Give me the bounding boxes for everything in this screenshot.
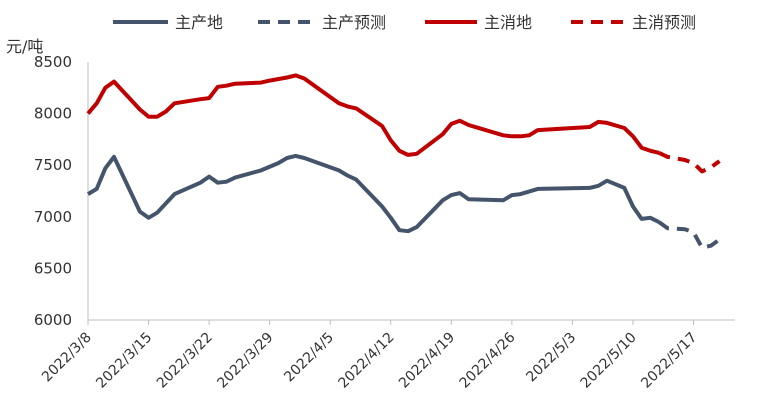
series-lines [86, 73, 721, 250]
legend-label-series-3: 主消预测 [632, 13, 696, 32]
axes [87, 62, 735, 321]
x-tick-label: 2022/4/12 [335, 330, 397, 392]
series-line-1 [657, 220, 721, 250]
y-tick-label: 7000 [34, 208, 72, 226]
y-tick-label: 8500 [34, 53, 72, 71]
legend-item-series-0: 主产地 [113, 13, 223, 32]
y-tick-label: 7500 [34, 156, 72, 174]
x-tick-label: 2022/3/15 [93, 330, 155, 392]
series-line-0 [86, 153, 660, 234]
chart-legend: 主产地 主产预测 主消地 主消预测 [113, 13, 696, 32]
x-tick-label: 2022/4/26 [457, 329, 519, 391]
y-tick-label: 6500 [34, 259, 72, 277]
x-tick-label: 2022/5/3 [523, 330, 579, 386]
legend-label-series-0: 主产地 [175, 13, 223, 32]
x-tick-label: 2022/3/22 [154, 330, 216, 392]
legend-item-series-2: 主消地 [425, 13, 532, 32]
x-tick-label: 2022/5/10 [578, 330, 640, 392]
x-tick-label: 2022/4/5 [281, 330, 337, 386]
x-tick-label: 2022/5/17 [638, 330, 700, 392]
legend-label-series-2: 主消地 [484, 13, 532, 32]
series-line-2 [86, 73, 660, 157]
y-axis-unit-label: 元/吨 [6, 37, 43, 56]
legend-item-series-3: 主消预测 [571, 13, 696, 32]
legend-item-series-1: 主产预测 [258, 13, 386, 32]
legend-label-series-1: 主产预测 [322, 13, 386, 32]
x-tick-label: 2022/3/29 [214, 330, 276, 392]
x-tick-label: 2022/3/8 [39, 330, 95, 386]
y-tick-label: 6000 [34, 311, 72, 329]
y-tick-label: 8000 [34, 105, 72, 123]
series-line-3 [658, 150, 721, 174]
x-tick-label: 2022/4/19 [396, 330, 458, 392]
y-tick-labels: 6000 6500 7000 7500 8000 8500 [34, 53, 72, 329]
